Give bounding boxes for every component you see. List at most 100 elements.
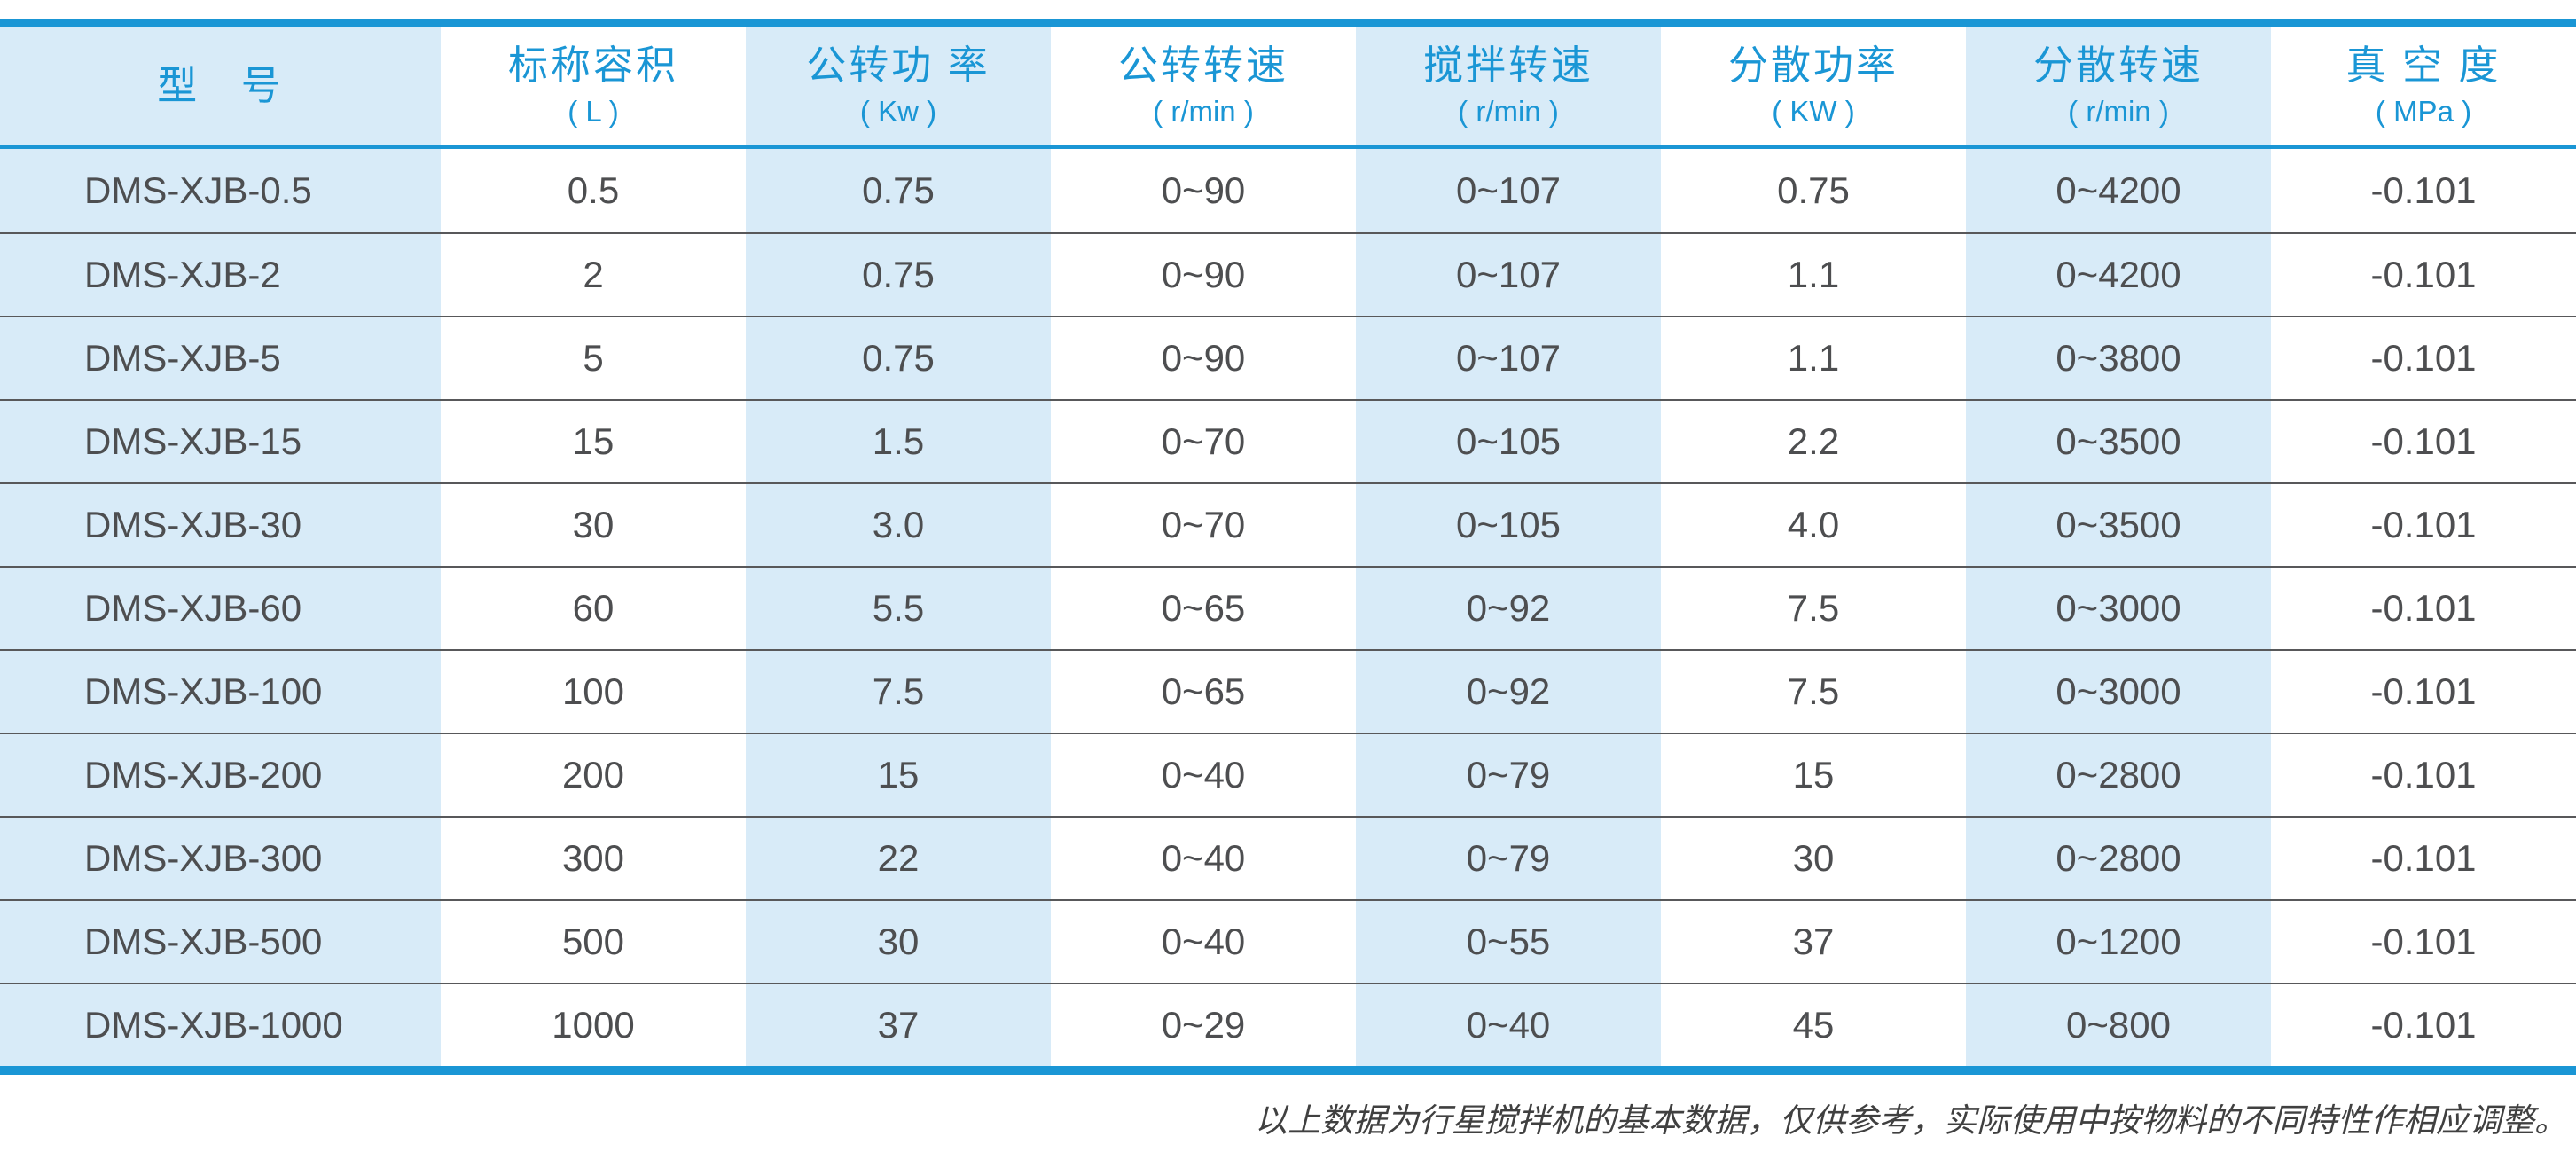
column-unit: ( Kw ): [859, 95, 937, 129]
value-cell: 2.2: [1661, 401, 1966, 482]
value-cell: 0~92: [1356, 568, 1661, 649]
value-cell: 0~90: [1051, 317, 1356, 399]
table-row: DMS-XJB-15 15 1.5 0~70 0~105 2.2 0~3500 -0.101: [0, 399, 2576, 482]
value-cell: 1000: [441, 984, 746, 1066]
column-unit: ( MPa ): [2375, 95, 2472, 129]
value-cell: 1.1: [1661, 317, 1966, 399]
column-unit: ( r/min ): [1458, 95, 1559, 129]
value-cell: 200: [441, 734, 746, 816]
value-cell: -0.101: [2271, 401, 2576, 482]
value-cell: 0~3800: [1966, 317, 2271, 399]
value-cell: 0.75: [746, 317, 1051, 399]
column-title: 公转转速: [1117, 42, 1288, 88]
table-row: DMS-XJB-5 5 0.75 0~90 0~107 1.1 0~3800 -0.101: [0, 316, 2576, 399]
table-header-rule: [0, 145, 2576, 149]
value-cell: 100: [441, 651, 746, 733]
table-row: DMS-XJB-0.5 0.5 0.75 0~90 0~107 0.75 0~4200 -0.…: [0, 149, 2576, 232]
value-cell: 30: [1661, 818, 1966, 899]
column-unit: ( L ): [568, 95, 619, 129]
model-cell: DMS-XJB-15: [0, 401, 441, 482]
value-cell: 7.5: [746, 651, 1051, 733]
value-cell: 0~4200: [1966, 149, 2271, 232]
value-cell: 7.5: [1661, 651, 1966, 733]
table-top-rule: [0, 19, 2576, 27]
value-cell: 0~105: [1356, 484, 1661, 566]
value-cell: 0~40: [1051, 734, 1356, 816]
value-cell: 15: [746, 734, 1051, 816]
value-cell: 7.5: [1661, 568, 1966, 649]
table-row: DMS-XJB-200 200 15 0~40 0~79 15 0~2800 -0.101: [0, 733, 2576, 816]
column-unit: ( r/min ): [2068, 95, 2169, 129]
value-cell: 0~800: [1966, 984, 2271, 1066]
value-cell: 15: [1661, 734, 1966, 816]
model-cell: DMS-XJB-30: [0, 484, 441, 566]
value-cell: 0~90: [1051, 234, 1356, 316]
value-cell: 0~105: [1356, 401, 1661, 482]
value-cell: 1.1: [1661, 234, 1966, 316]
model-cell: DMS-XJB-1000: [0, 984, 441, 1066]
column-title: 公转功 率: [806, 42, 990, 88]
value-cell: 0.75: [1661, 149, 1966, 232]
column-title: 型 号: [157, 62, 284, 108]
column-title: 搅拌转速: [1422, 42, 1593, 88]
table-row: DMS-XJB-1000 1000 37 0~29 0~40 45 0~800 -0.101: [0, 983, 2576, 1066]
table-row: DMS-XJB-60 60 5.5 0~65 0~92 7.5 0~3000 -0.101: [0, 566, 2576, 649]
value-cell: -0.101: [2271, 651, 2576, 733]
value-cell: -0.101: [2271, 484, 2576, 566]
value-cell: -0.101: [2271, 317, 2576, 399]
value-cell: 0~40: [1051, 901, 1356, 983]
value-cell: 3.0: [746, 484, 1051, 566]
value-cell: 0~65: [1051, 651, 1356, 733]
table-row: DMS-XJB-2 2 0.75 0~90 0~107 1.1 0~4200 -0.101: [0, 232, 2576, 316]
value-cell: 2: [441, 234, 746, 316]
value-cell: -0.101: [2271, 234, 2576, 316]
value-cell: 15: [441, 401, 746, 482]
value-cell: 30: [441, 484, 746, 566]
header-cell: 搅拌转速 ( r/min ): [1356, 27, 1661, 145]
value-cell: 0~2800: [1966, 734, 2271, 816]
header-cell: 分散转速 ( r/min ): [1966, 27, 2271, 145]
value-cell: 45: [1661, 984, 1966, 1066]
value-cell: 30: [746, 901, 1051, 983]
value-cell: -0.101: [2271, 818, 2576, 899]
value-cell: 0~79: [1356, 818, 1661, 899]
value-cell: 0~70: [1051, 401, 1356, 482]
value-cell: 0.75: [746, 149, 1051, 232]
model-cell: DMS-XJB-60: [0, 568, 441, 649]
value-cell: -0.101: [2271, 568, 2576, 649]
value-cell: 0~40: [1356, 984, 1661, 1066]
value-cell: 0~4200: [1966, 234, 2271, 316]
table-row: DMS-XJB-100 100 7.5 0~65 0~92 7.5 0~3000 -0.101: [0, 649, 2576, 733]
value-cell: -0.101: [2271, 984, 2576, 1066]
value-cell: 0~55: [1356, 901, 1661, 983]
value-cell: 0.75: [746, 234, 1051, 316]
table-body: DMS-XJB-0.5 0.5 0.75 0~90 0~107 0.75 0~4200 -0.…: [0, 149, 2576, 1066]
value-cell: 0~107: [1356, 149, 1661, 232]
value-cell: 0~107: [1356, 234, 1661, 316]
value-cell: 0~3000: [1966, 568, 2271, 649]
column-unit: ( KW ): [1772, 95, 1855, 129]
value-cell: 0~29: [1051, 984, 1356, 1066]
value-cell: 0~90: [1051, 149, 1356, 232]
value-cell: -0.101: [2271, 149, 2576, 232]
footnote-text: 以上数据为行星搅拌机的基本数据，仅供参考，实际使用中按物料的不同特性作相应调整。: [1255, 1101, 2567, 1140]
value-cell: 37: [746, 984, 1051, 1066]
value-cell: 500: [441, 901, 746, 983]
column-title: 真 空 度: [2345, 42, 2502, 88]
value-cell: 5: [441, 317, 746, 399]
value-cell: 0~70: [1051, 484, 1356, 566]
value-cell: 0~92: [1356, 651, 1661, 733]
value-cell: 37: [1661, 901, 1966, 983]
table-header-row: 型 号标称容积( L ) 公转功 率( Kw ) 公转转速( r/min ) 搅拌转速…: [0, 27, 2576, 145]
model-cell: DMS-XJB-500: [0, 901, 441, 983]
value-cell: -0.101: [2271, 901, 2576, 983]
model-cell: DMS-XJB-300: [0, 818, 441, 899]
column-title: 分散功率: [1727, 42, 1899, 88]
value-cell: 22: [746, 818, 1051, 899]
column-title: 标称容积: [507, 42, 678, 88]
model-cell: DMS-XJB-0.5: [0, 149, 441, 232]
model-cell: DMS-XJB-100: [0, 651, 441, 733]
value-cell: 0~1200: [1966, 901, 2271, 983]
value-cell: 0~40: [1051, 818, 1356, 899]
